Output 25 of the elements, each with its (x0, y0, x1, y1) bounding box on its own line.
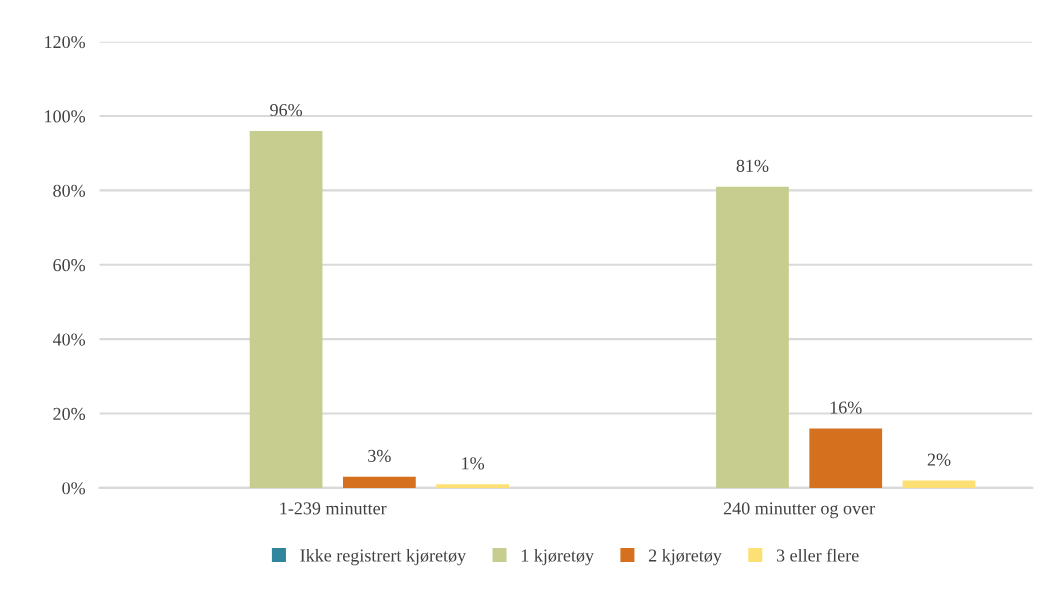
data-label: 96% (270, 103, 303, 117)
bar (249, 130, 323, 488)
x-tick-label: 240 minutter og over (723, 502, 875, 519)
y-tick-label: 60% (53, 259, 86, 272)
y-tick-label: 0% (62, 482, 86, 495)
bar (902, 480, 976, 488)
x-tick-label: 1-239 minutter (280, 502, 387, 515)
bar (343, 476, 416, 488)
y-tick-label: 80% (53, 184, 86, 197)
bar (716, 186, 789, 488)
legend-label: 3 eller flere (776, 548, 859, 562)
data-label: 2% (927, 453, 951, 466)
y-tick-label: 20% (53, 407, 86, 421)
legend-label: 2 kjøretøy (648, 548, 722, 566)
bar (809, 428, 883, 488)
y-tick-label: 120% (45, 35, 86, 49)
data-label: 3% (368, 449, 391, 463)
legend-label: Ikke registrert kjøretøy (300, 548, 467, 566)
legend-label: 1 kjøretøy (521, 548, 594, 566)
y-tick-label: 40% (52, 333, 86, 346)
bar (436, 484, 510, 488)
y-tick-label: 100% (45, 110, 86, 123)
data-label: 16% (830, 401, 862, 414)
data-label: 1% (462, 457, 485, 470)
data-label: 81% (736, 159, 769, 172)
